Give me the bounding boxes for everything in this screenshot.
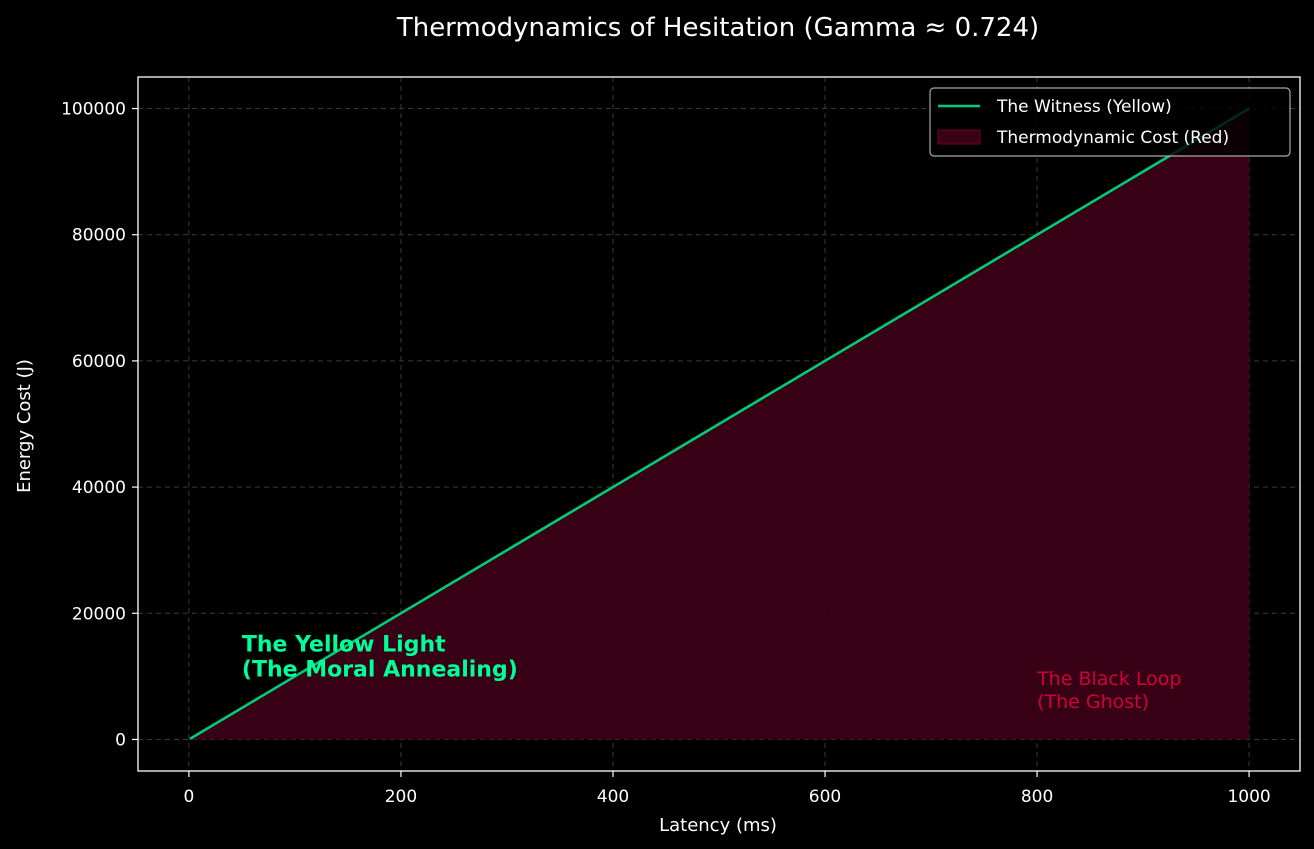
plot-frame [137, 76, 1301, 772]
y-tick-label: 80000 [72, 226, 126, 246]
annotations: The Yellow Light (The Moral Annealing) The… [242, 632, 1182, 713]
legend-box [929, 87, 1291, 157]
y-axis-label: Energy Cost (J) [14, 359, 35, 493]
legend-label: Thermodynamic Cost (Red) [996, 128, 1229, 148]
x-tick-label: 200 [385, 787, 417, 807]
y-tick-label: 40000 [72, 478, 126, 498]
legend: The Witness (Yellow) Thermodynamic Cost (… [929, 87, 1291, 157]
annotation-line: (The Moral Annealing) [242, 657, 518, 682]
x-tick-label: 400 [597, 787, 629, 807]
annotation-yellow-light: The Yellow Light (The Moral Annealing) [242, 632, 518, 682]
x-tick-label: 600 [809, 787, 841, 807]
y-tick-label: 60000 [72, 352, 126, 372]
annotation-line: The Black Loop [1036, 668, 1181, 690]
x-tick-label: 800 [1021, 787, 1053, 807]
y-tick-label: 100000 [61, 100, 126, 120]
annotation-black-loop: The Black Loop (The Ghost) [1036, 668, 1181, 713]
legend-swatch-area [937, 129, 981, 145]
line-series-the-witness [189, 107, 1250, 740]
x-axis-label: Latency (ms) [659, 815, 777, 836]
x-tick-label: 0 [183, 787, 194, 807]
annotation-line: (The Ghost) [1037, 691, 1149, 713]
y-tick-label: 20000 [72, 604, 126, 624]
y-tick-label: 0 [115, 730, 126, 750]
line-layer [189, 107, 1250, 740]
annotation-line: The Yellow Light [242, 632, 446, 657]
x-tick-label: 1000 [1227, 787, 1270, 807]
legend-label: The Witness (Yellow) [996, 97, 1172, 117]
chart-title: Thermodynamics of Hesitation (Gamma ≈ 0.… [396, 13, 1039, 43]
ticks: 0 200 400 600 800 1000 0 20000 40000 60000 80000 10… [61, 100, 1271, 807]
